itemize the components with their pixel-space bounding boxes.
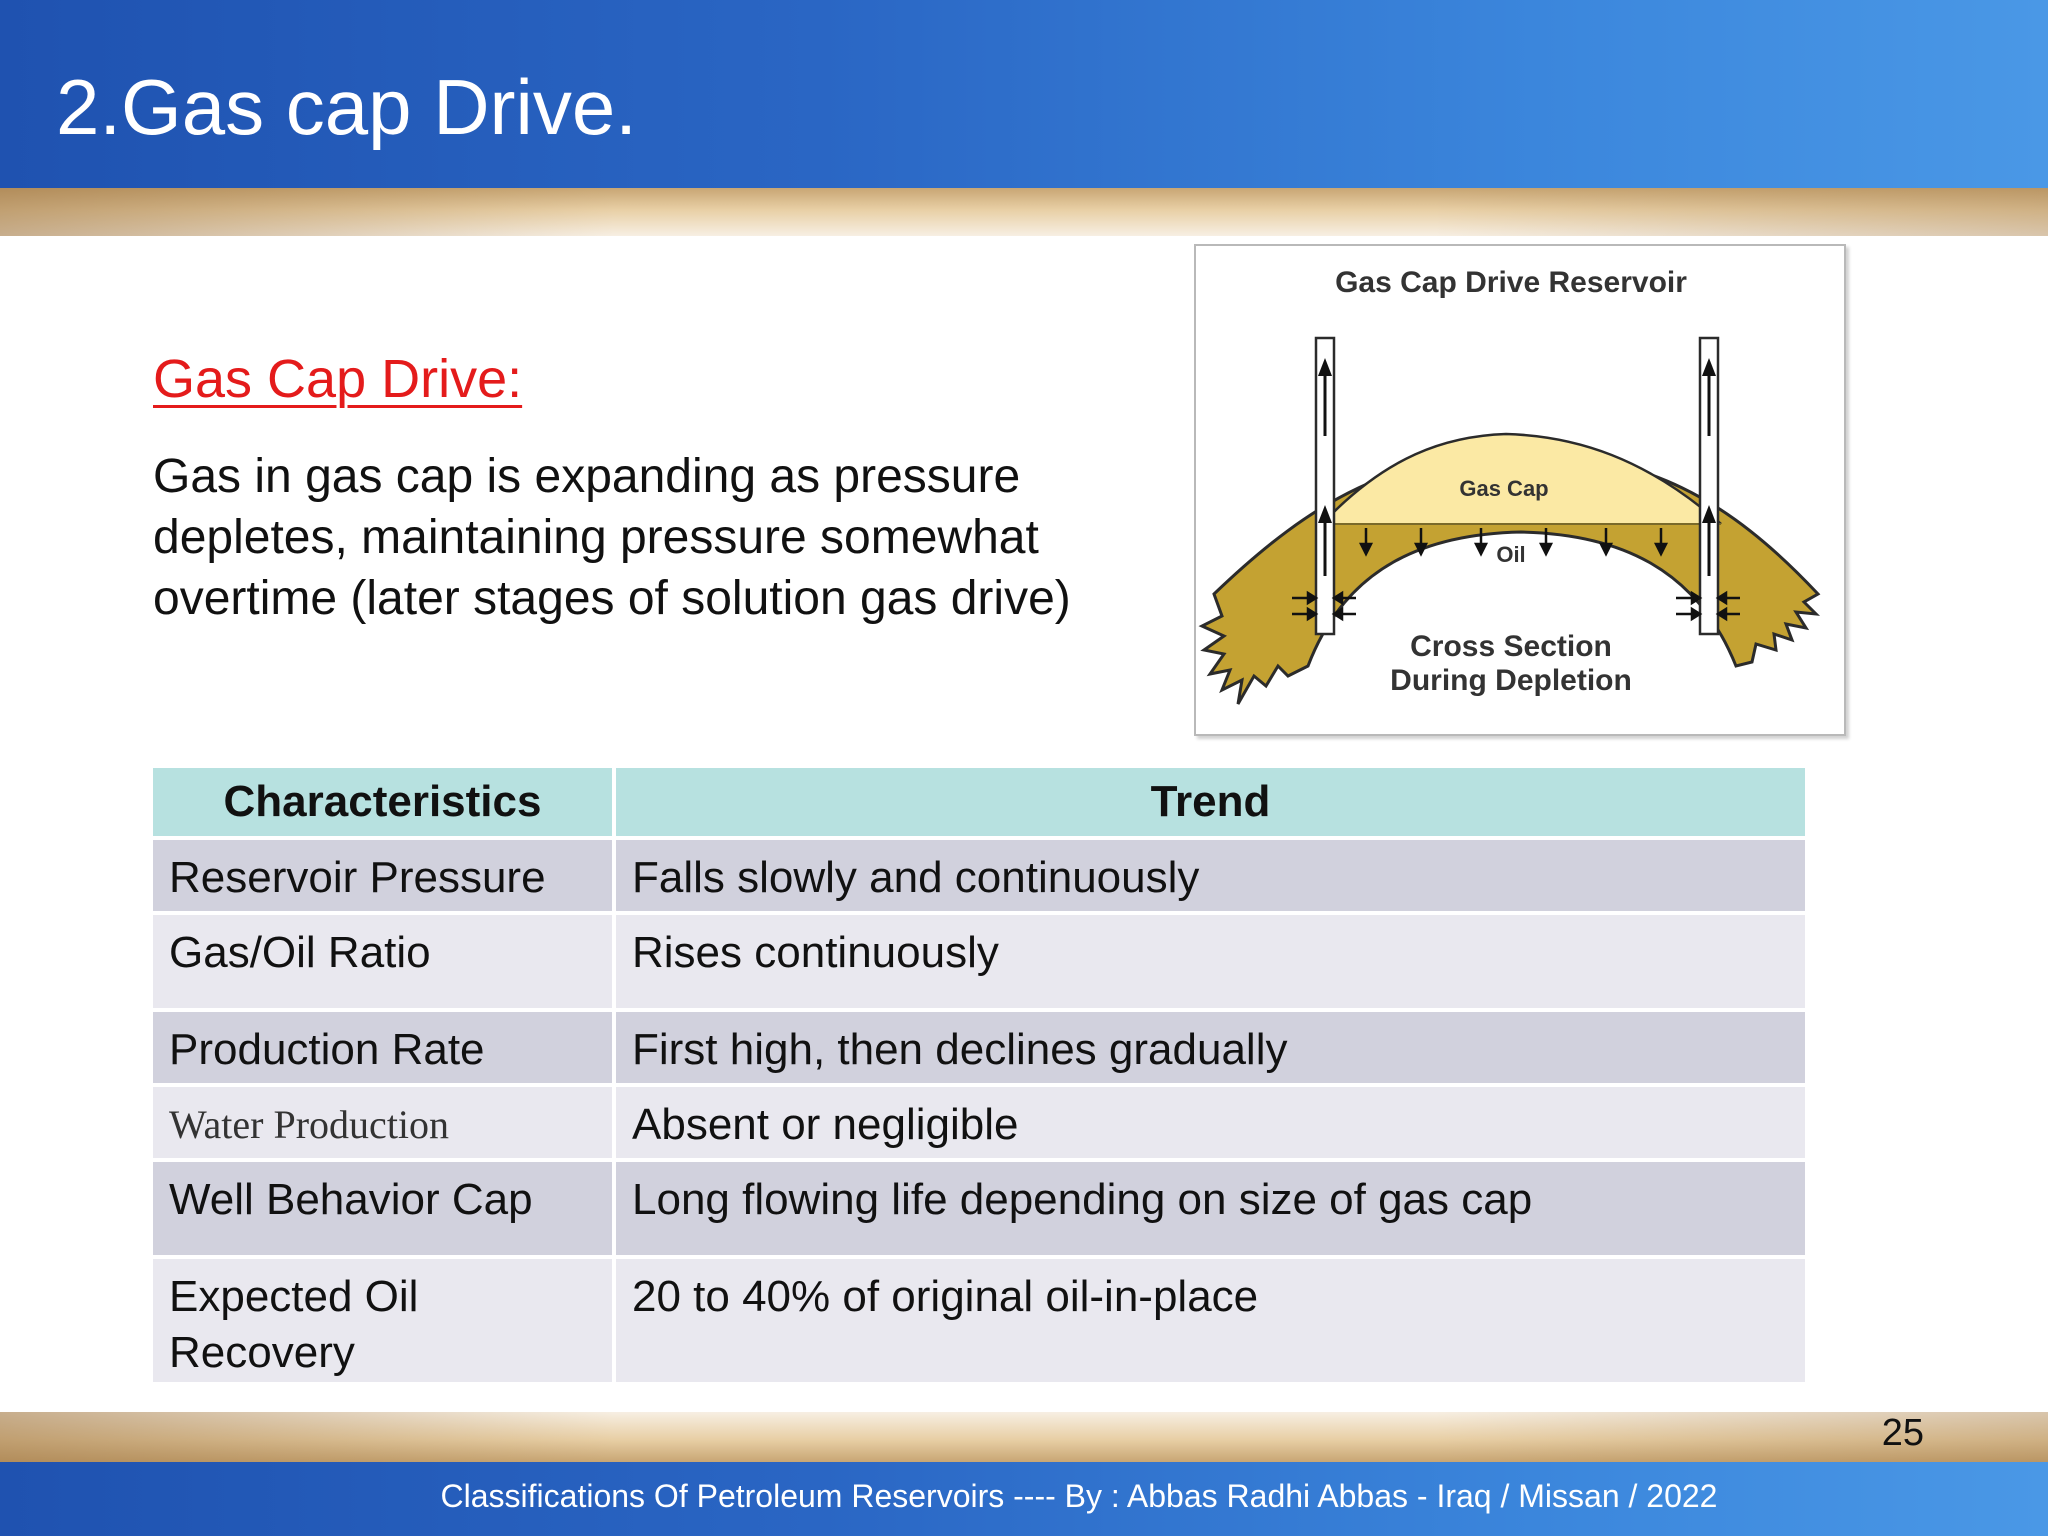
cell-characteristic: Water Production	[153, 1087, 616, 1162]
cell-characteristic: Expected Oil Recovery	[153, 1259, 616, 1386]
footer-band	[0, 1462, 2048, 1536]
page-number: 25	[1881, 1412, 1924, 1454]
table-row: Gas/Oil Ratio Rises continuously	[153, 915, 1805, 1012]
table-row: Well Behavior Cap Long flowing life depe…	[153, 1162, 1805, 1259]
header-trend: Trend	[616, 768, 1805, 840]
diagram-title: Gas Cap Drive Reservoir	[1335, 266, 1687, 299]
left-well	[1314, 336, 1336, 636]
table-row: Production Rate First high, then decline…	[153, 1012, 1805, 1087]
footer-credit: Classifications Of Petroleum Reservoirs …	[440, 1478, 1718, 1514]
gas-cap-region	[1322, 434, 1721, 524]
caption-line-1: Cross Section	[1410, 630, 1612, 663]
table-header-row: Characteristics Trend	[153, 768, 1805, 840]
header-band	[0, 0, 2048, 188]
table-row: Water Production Absent or negligible	[153, 1087, 1805, 1162]
cell-trend: First high, then declines gradually	[616, 1012, 1805, 1087]
table-row: Expected Oil Recovery 20 to 40% of origi…	[153, 1259, 1805, 1386]
gas-cap-label: Gas Cap	[1459, 476, 1548, 501]
reservoir-diagram-svg: Gas Cap Drive Reservoir	[1198, 266, 1821, 705]
slide-title: 2.Gas cap Drive.	[56, 63, 637, 151]
table-row: Reservoir Pressure Falls slowly and cont…	[153, 840, 1805, 915]
header-characteristics: Characteristics	[153, 768, 616, 840]
cell-trend: Rises continuously	[616, 915, 1805, 1012]
footer-gold-stripe	[0, 1412, 2048, 1462]
section-heading: Gas Cap Drive:	[153, 349, 523, 409]
description-text: Gas in gas cap is expanding as pressure …	[153, 450, 1071, 625]
cell-characteristic: Reservoir Pressure	[153, 840, 616, 915]
cell-characteristic: Well Behavior Cap	[153, 1162, 616, 1259]
cell-trend: 20 to 40% of original oil-in-place	[616, 1259, 1805, 1386]
gas-expansion-arrows	[1358, 528, 1669, 557]
cell-trend: Falls slowly and continuously	[616, 840, 1805, 915]
cell-trend: Long flowing life depending on size of g…	[616, 1162, 1805, 1259]
cell-trend: Absent or negligible	[616, 1087, 1805, 1162]
reservoir-diagram: Gas Cap Drive Reservoir	[1194, 244, 1846, 736]
well-inflow-arrows	[1292, 590, 1740, 622]
cell-characteristic: Production Rate	[153, 1012, 616, 1087]
header-gold-stripe	[0, 188, 2048, 236]
characteristics-table: Characteristics Trend Reservoir Pressure…	[153, 768, 1805, 1386]
caption-line-2: During Depletion	[1390, 664, 1632, 697]
oil-label: Oil	[1496, 542, 1525, 567]
cell-characteristic: Gas/Oil Ratio	[153, 915, 616, 1012]
right-well	[1698, 336, 1720, 636]
